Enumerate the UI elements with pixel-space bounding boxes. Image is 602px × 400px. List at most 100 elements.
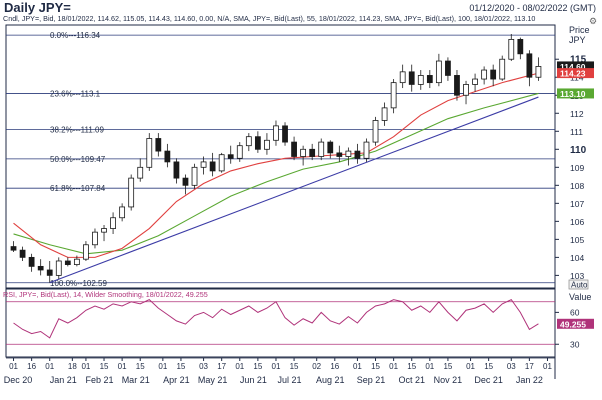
- x-month-label: Feb 21: [85, 375, 113, 385]
- candle-body: [381, 107, 388, 121]
- candle-body: [463, 84, 469, 96]
- candle-body: [227, 154, 234, 159]
- candle-body: [390, 82, 397, 109]
- sma-100-line: [13, 92, 539, 255]
- candle-body: [236, 145, 243, 159]
- candle-body: [101, 228, 107, 233]
- rsi-tick-label: 60: [570, 307, 580, 317]
- candle-body: [454, 75, 460, 96]
- candle-body: [46, 269, 53, 276]
- candle-body: [83, 244, 89, 260]
- price-tick-label: 111: [570, 127, 583, 137]
- x-day-label: 16: [27, 362, 36, 371]
- rsi-axis-title: Value: [569, 292, 591, 302]
- candle-body: [517, 39, 524, 55]
- candle-body: [264, 139, 270, 150]
- candle-body: [155, 138, 162, 152]
- candle-body: [146, 138, 153, 168]
- price-legend: Cndl, JPY=, Bid, 18/01/2022, 114.62, 115…: [3, 14, 535, 23]
- auto-label: Auto: [571, 281, 588, 290]
- x-day-label: 01: [45, 362, 54, 371]
- x-month-label: Oct 21: [398, 375, 425, 385]
- candle-body: [291, 141, 297, 157]
- x-month-label: May 21: [198, 375, 228, 385]
- candle-body: [137, 166, 144, 179]
- gear-icon[interactable]: ⚙: [589, 16, 598, 26]
- x-day-label: 15: [371, 362, 380, 371]
- x-month-label: Dec 21: [474, 375, 503, 385]
- candle-body: [426, 75, 433, 84]
- price-tick-label: 108: [570, 181, 584, 191]
- fib-levels: 0.0%---116.34 23.6%---113.1 38.2%---111.09…: [6, 31, 555, 288]
- price-tick-label: 105: [570, 235, 584, 245]
- date-range: 01/12/2020 - 08/02/2022 (GMT): [469, 3, 596, 13]
- price-tick-label: 113: [570, 91, 584, 101]
- candle-body: [19, 249, 26, 258]
- candle-body: [309, 148, 316, 157]
- x-day-label: 01: [425, 362, 434, 371]
- rsi-line: [13, 298, 539, 339]
- fib-label: 38.2%---111.09: [50, 126, 105, 135]
- rsi-value-tag: [557, 318, 594, 329]
- x-day-label: 03: [507, 362, 516, 371]
- x-day-label: 03: [199, 362, 208, 371]
- price-tag-box: [557, 88, 594, 99]
- x-month-label: Sep 21: [357, 375, 386, 385]
- candle-body: [209, 161, 216, 172]
- x-axis: 01 16 01 18 01 15 01 15 01 15 03 17 01 15 01 15 02 16 01 15…: [4, 357, 555, 385]
- candle-body: [182, 177, 189, 186]
- price-tag-label: 113.10: [560, 89, 586, 99]
- fib-label: 100.0%--102.59: [50, 279, 107, 288]
- price-tick-label: 114: [570, 73, 584, 83]
- price-tick-label: 109: [570, 163, 584, 173]
- trendline: [49, 96, 539, 284]
- candle-body: [10, 246, 17, 251]
- candle-body: [354, 150, 361, 159]
- candle-body: [28, 256, 35, 267]
- price-tick-label: 104: [570, 253, 584, 263]
- candles: [10, 34, 542, 283]
- candle-body: [200, 161, 207, 168]
- candle-body: [327, 141, 334, 154]
- x-day-label: 01: [466, 362, 475, 371]
- candle-body: [363, 141, 370, 159]
- rsi-value-label: 49.255: [560, 319, 586, 329]
- x-day-label: 01: [353, 362, 362, 371]
- candle-body: [372, 120, 379, 143]
- candle-body: [499, 58, 506, 80]
- x-month-label: Nov 21: [434, 375, 463, 385]
- candle-body: [445, 60, 451, 76]
- x-day-label: 01: [158, 362, 167, 371]
- sma-55-path: [13, 72, 539, 258]
- candle-body: [218, 154, 225, 172]
- candle-body: [282, 125, 288, 143]
- x-day-label: 15: [176, 362, 185, 371]
- candle-body: [128, 177, 135, 208]
- support-trendline: [49, 96, 539, 284]
- candle-body: [435, 60, 442, 84]
- candle-body: [408, 71, 415, 85]
- candle-body: [191, 166, 198, 186]
- price-axis: 103 104 105 106 107 108 109 110 111 112 113 114 115 P…: [555, 25, 590, 290]
- price-pane-frame: [5, 24, 556, 289]
- x-day-label: 15: [484, 362, 493, 371]
- x-day-label: 15: [290, 362, 299, 371]
- price-tick-label: 103: [570, 271, 584, 281]
- candle-body: [245, 136, 252, 147]
- candle-body: [417, 75, 424, 85]
- candle-body: [37, 265, 44, 271]
- x-month-label: Mar 21: [122, 375, 150, 385]
- rsi-pane-frame: [5, 288, 556, 358]
- candle-body: [119, 206, 126, 219]
- fib-label: 61.8%---107.84: [50, 184, 106, 193]
- panes-frame: [5, 24, 556, 379]
- x-day-label: 15: [407, 362, 416, 371]
- candle-body: [318, 141, 325, 157]
- x-day-label: 02: [312, 362, 321, 371]
- candle-body: [300, 148, 307, 157]
- x-day-label: 15: [253, 362, 262, 371]
- x-day-label: 01: [81, 362, 90, 371]
- price-tag-label: 114.23: [560, 69, 586, 79]
